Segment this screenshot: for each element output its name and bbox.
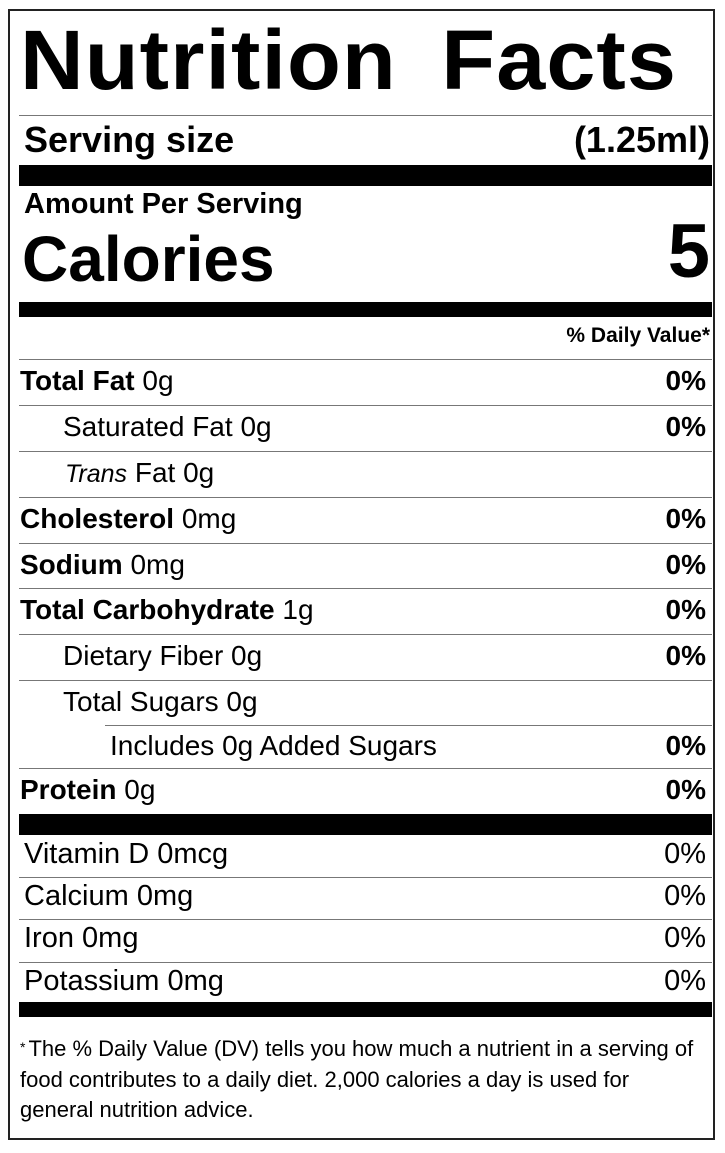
vitamin-amount: 0mcg — [157, 838, 229, 870]
nutrient-dv: 0% — [665, 549, 706, 580]
nutrient-dv: 0% — [665, 503, 706, 534]
vitamin-name: Calcium — [24, 880, 129, 912]
nutrient-dv: 0% — [665, 411, 706, 442]
nutrient-name-suffix: Fat — [134, 457, 176, 488]
nutrient-amount: 0mg — [130, 549, 185, 580]
label-title: Nutrition Facts — [20, 13, 677, 107]
nutrient-name: Saturated Fat — [63, 411, 233, 442]
footnote-text: The % Daily Value (DV) tells you how muc… — [20, 1036, 694, 1122]
calories-label: Calories — [22, 223, 275, 295]
footnote-asterisk: * — [20, 1039, 26, 1055]
nutrient-dv: 0% — [665, 640, 706, 671]
calories-value: 5 — [667, 209, 710, 294]
nutrient-dv: 0% — [665, 730, 706, 761]
vitamin-dv: 0% — [664, 965, 706, 997]
vitamin-dv: 0% — [664, 922, 706, 954]
thick-divider — [19, 302, 712, 317]
nutrient-dv: 0% — [665, 365, 706, 396]
nutrient-name: Dietary Fiber — [63, 640, 224, 671]
nutrient-name: Sodium — [20, 549, 123, 580]
amount-per-serving: Amount Per Serving — [24, 188, 303, 220]
nutrient-amount: 0g — [142, 365, 174, 396]
nutrient-name: Total Carbohydrate — [20, 594, 275, 625]
thick-divider — [19, 814, 712, 835]
nutrient-name: Total Fat — [20, 365, 135, 396]
vitamin-name: Iron — [24, 922, 74, 954]
nutrient-name: Total Sugars — [63, 686, 219, 717]
label-border — [8, 9, 715, 1140]
nutrient-amount: 0g — [231, 640, 263, 671]
serving-size-label: Serving size — [24, 119, 235, 160]
vitamin-dv: 0% — [664, 838, 706, 870]
thick-divider — [19, 1002, 712, 1017]
divider — [19, 115, 712, 116]
footnote: * The % Daily Value (DV) tells you how mu… — [20, 1032, 700, 1126]
nutrient-name: Trans — [65, 460, 128, 488]
nutrient-name: Protein — [20, 774, 117, 805]
vitamin-dv: 0% — [664, 880, 706, 912]
daily-value-header: % Daily Value* — [566, 324, 710, 347]
nutrient-amount: 1g — [282, 594, 314, 625]
vitamin-name: Vitamin D — [24, 838, 150, 870]
nutrient-dv: 0% — [665, 594, 706, 625]
nutrient-name: Cholesterol — [20, 503, 175, 534]
thick-divider — [19, 165, 712, 186]
nutrient-amount: 0g — [226, 686, 258, 717]
vitamin-amount: 0mg — [167, 965, 224, 997]
nutrient-amount: 0mg — [181, 503, 237, 534]
nutrient-amount: 0g — [183, 457, 215, 488]
vitamin-amount: 0mg — [136, 880, 194, 912]
vitamin-name: Potassium — [24, 965, 160, 997]
nutrient-dv: 0% — [665, 774, 706, 805]
vitamin-amount: 0mg — [82, 922, 139, 954]
nutrient-name: Includes 0g Added Sugars — [110, 730, 437, 761]
serving-size-value: (1.25ml) — [573, 119, 710, 160]
nutrient-amount: 0g — [240, 411, 272, 442]
nutrient-amount: 0g — [124, 774, 156, 805]
